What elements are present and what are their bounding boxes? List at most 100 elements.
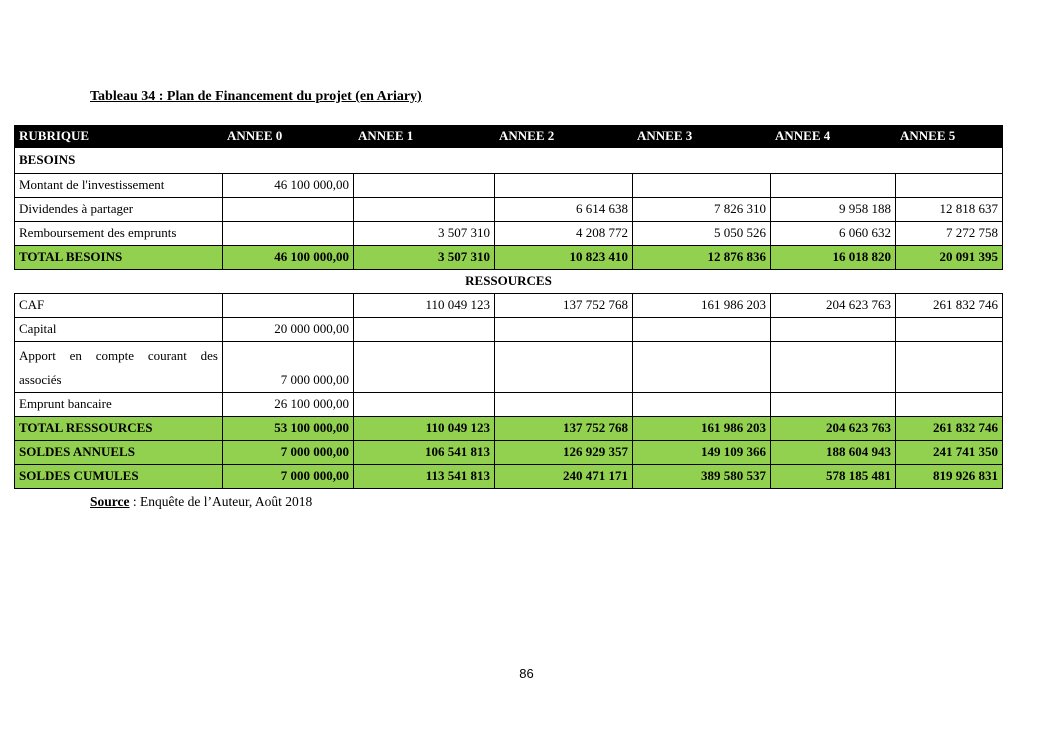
table-row: TOTAL BESOINS 46 100 000,00 3 507 310 10 82…	[14, 245, 1003, 270]
value-cell: 10 823 410	[494, 245, 633, 270]
value-cell: 204 623 763	[770, 293, 896, 318]
value-cell: 161 986 203	[632, 293, 771, 318]
table-row: Remboursement des emprunts 3 507 310 4 208…	[14, 221, 1003, 246]
section-header-cell: RESSOURCES	[14, 269, 1003, 294]
value-cell: 4 208 772	[494, 221, 633, 246]
value-cell	[353, 341, 495, 393]
value-cell: 161 986 203	[632, 416, 771, 441]
row-label-cell: Capital	[14, 317, 223, 342]
value-cell: 819 926 831	[895, 464, 1003, 489]
page-number: 86	[519, 666, 534, 681]
value-cell	[770, 341, 896, 393]
value-cell: 26 100 000,00	[222, 392, 354, 417]
row-label-cell: Remboursement des emprunts	[14, 221, 223, 246]
value-cell: 7 826 310	[632, 197, 771, 222]
value-cell	[353, 317, 495, 342]
row-label-cell: Dividendes à partager	[14, 197, 223, 222]
value-cell	[494, 317, 633, 342]
value-cell: 46 100 000,00	[222, 245, 354, 270]
table-body: BESOINS Montant de l'investissement 46 100…	[14, 147, 1003, 489]
column-header: ANNEE 1	[353, 125, 495, 148]
table-row: RESSOURCES	[14, 269, 1003, 294]
column-header: ANNEE 0	[222, 125, 354, 148]
value-cell: 137 752 768	[494, 416, 633, 441]
column-header: ANNEE 2	[494, 125, 633, 148]
source-text: : Enquête de l’Auteur, Août 2018	[129, 494, 313, 509]
table-row: Apport en compte courant des associés 7 0…	[14, 341, 1003, 393]
value-cell	[895, 392, 1003, 417]
value-cell	[895, 341, 1003, 393]
column-header: ANNEE 3	[632, 125, 771, 148]
value-cell	[895, 317, 1003, 342]
row-label-cell: Montant de l'investissement	[14, 173, 223, 198]
value-cell	[222, 293, 354, 318]
value-cell: 110 049 123	[353, 293, 495, 318]
column-header: ANNEE 4	[770, 125, 896, 148]
value-cell: 16 018 820	[770, 245, 896, 270]
table-title: Tableau 34 : Plan de Financement du proj…	[90, 89, 422, 104]
value-cell: 6 614 638	[494, 197, 633, 222]
value-cell: 3 507 310	[353, 245, 495, 270]
value-cell	[632, 317, 771, 342]
value-cell: 46 100 000,00	[222, 173, 354, 198]
row-label-cell: Apport en compte courant des associés	[14, 341, 223, 393]
value-cell	[222, 197, 354, 222]
value-cell: 106 541 813	[353, 440, 495, 465]
row-label-cell: TOTAL RESSOURCES	[14, 416, 223, 441]
value-cell: 12 818 637	[895, 197, 1003, 222]
value-cell: 188 604 943	[770, 440, 896, 465]
value-cell: 204 623 763	[770, 416, 896, 441]
table-row: SOLDES ANNUELS 7 000 000,00 106 541 813 126…	[14, 440, 1003, 465]
value-cell: 110 049 123	[353, 416, 495, 441]
table-row: Dividendes à partager 6 614 638 7 826 310 9…	[14, 197, 1003, 222]
column-header: RUBRIQUE	[14, 125, 223, 148]
value-cell: 53 100 000,00	[222, 416, 354, 441]
table-row: RUBRIQUE ANNEE 0 ANNEE 1 ANNEE 2 ANNEE 3 ANNE…	[14, 125, 1003, 148]
value-cell: 6 060 632	[770, 221, 896, 246]
value-cell: 137 752 768	[494, 293, 633, 318]
value-cell: 7 000 000,00	[222, 440, 354, 465]
row-label-cell: CAF	[14, 293, 223, 318]
table-row: BESOINS	[14, 147, 1003, 174]
value-cell: 7 000 000,00	[222, 464, 354, 489]
value-cell	[895, 173, 1003, 198]
value-cell: 20 000 000,00	[222, 317, 354, 342]
value-cell: 7 000 000,00	[222, 341, 354, 393]
source-label: Source	[90, 494, 130, 509]
value-cell: 149 109 366	[632, 440, 771, 465]
value-cell: 3 507 310	[353, 221, 495, 246]
row-label-cell: SOLDES CUMULES	[14, 464, 223, 489]
value-cell: 578 185 481	[770, 464, 896, 489]
value-cell: 7 272 758	[895, 221, 1003, 246]
table-row: TOTAL RESSOURCES 53 100 000,00 110 049 123…	[14, 416, 1003, 441]
value-cell	[770, 317, 896, 342]
value-cell	[632, 173, 771, 198]
column-header: ANNEE 5	[895, 125, 1003, 148]
value-cell: 9 958 188	[770, 197, 896, 222]
table-row: CAF 110 049 123 137 752 768 161 986 203 204 …	[14, 293, 1003, 318]
value-cell	[494, 173, 633, 198]
value-cell	[494, 392, 633, 417]
value-cell	[494, 341, 633, 393]
value-cell	[353, 173, 495, 198]
row-label-cell: Emprunt bancaire	[14, 392, 223, 417]
value-cell	[632, 392, 771, 417]
value-cell: 20 091 395	[895, 245, 1003, 270]
value-cell	[353, 392, 495, 417]
table-row: SOLDES CUMULES 7 000 000,00 113 541 813 240…	[14, 464, 1003, 489]
row-label-cell: SOLDES ANNUELS	[14, 440, 223, 465]
value-cell	[353, 197, 495, 222]
value-cell: 113 541 813	[353, 464, 495, 489]
table-header-row: RUBRIQUE ANNEE 0 ANNEE 1 ANNEE 2 ANNEE 3 ANNE…	[14, 125, 1003, 148]
table-row: Montant de l'investissement 46 100 000,00	[14, 173, 1003, 198]
value-cell: 261 832 746	[895, 293, 1003, 318]
value-cell: 261 832 746	[895, 416, 1003, 441]
financing-plan-table: RUBRIQUE ANNEE 0 ANNEE 1 ANNEE 2 ANNEE 3 ANNE…	[14, 125, 1003, 489]
value-cell: 12 876 836	[632, 245, 771, 270]
source-caption: Source : Enquête de l’Auteur, Août 2018	[90, 494, 312, 510]
value-cell	[632, 341, 771, 393]
table-row: Emprunt bancaire 26 100 000,00	[14, 392, 1003, 417]
value-cell	[770, 392, 896, 417]
table-row: Capital 20 000 000,00	[14, 317, 1003, 342]
section-header-cell: BESOINS	[14, 147, 1003, 174]
